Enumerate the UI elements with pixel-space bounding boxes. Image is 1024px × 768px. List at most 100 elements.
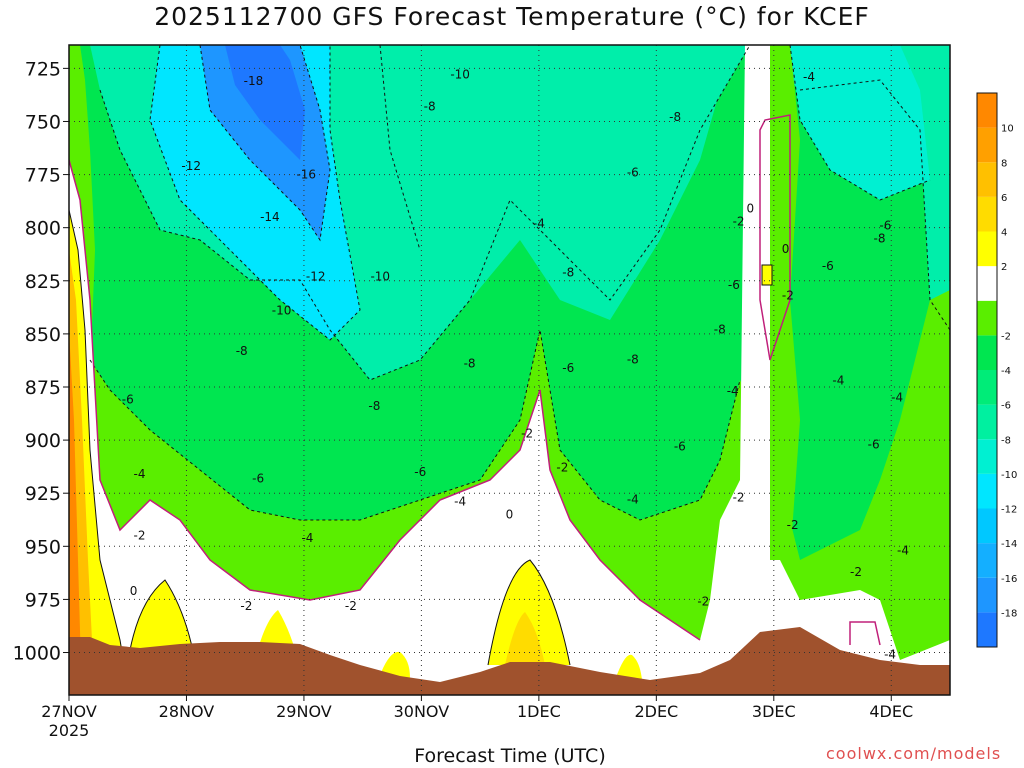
contour-line	[89, 329, 741, 521]
contour-label: -10	[450, 68, 470, 82]
colorbar-segment	[977, 543, 997, 578]
contour-label: -6	[627, 165, 639, 179]
contour-label: -4	[301, 531, 313, 545]
warm-contour-lines	[69, 209, 571, 695]
contour-label: -14	[260, 210, 280, 224]
zero-contour	[69, 159, 701, 641]
contour-label: -4	[133, 467, 145, 481]
colorbar-segment	[977, 231, 997, 267]
contour-line	[199, 45, 331, 242]
warm-contour	[129, 579, 196, 661]
colorbar-label: -16	[1001, 574, 1017, 585]
colorbar-segment	[977, 266, 997, 301]
colorbar-segment	[977, 93, 997, 128]
contour-label: -4	[832, 374, 844, 388]
colorbar-label: 2	[1001, 262, 1007, 273]
y-tick-label: 725	[25, 58, 61, 80]
colorbar-label: -10	[1001, 470, 1017, 481]
contour-label: -8	[627, 352, 639, 366]
watermark: coolwx.com/models	[826, 744, 1002, 763]
contour-label: -4	[897, 544, 909, 558]
colorbar-segment	[977, 370, 997, 405]
contour-label: -2	[556, 461, 568, 475]
colorbar-segment	[977, 508, 997, 544]
contour-label: -4	[533, 216, 545, 230]
contour-label: -2	[850, 565, 862, 579]
colorbar-segment	[977, 473, 997, 509]
contour-label: -4	[454, 495, 466, 509]
grid	[69, 45, 950, 695]
contour-label: -4	[803, 70, 815, 84]
fill-region-warm-bubble-4	[488, 560, 570, 665]
x-tick-label: 3DEC	[752, 702, 796, 721]
fill-region-warm-bubble-6	[615, 654, 642, 680]
colorbar-segment	[977, 300, 997, 336]
contour-label: 0	[746, 202, 754, 216]
colorbar-segment	[977, 577, 997, 613]
contour-label: -8	[368, 399, 380, 413]
warm-contour	[69, 209, 130, 695]
plot-area: -18 -16 -14 -12 -12 -10 -10 -10 -8 -8 -8 -8 -8 -8 -8 -8…	[69, 45, 950, 695]
contour-labels: -18 -16 -14 -12 -12 -10 -10 -10 -8 -8 -8 -8 -8 -8 -8 -8…	[122, 68, 909, 662]
contour-label: -8	[424, 100, 436, 114]
contour-label: -2	[733, 214, 745, 228]
colorbar-label: -18	[1001, 608, 1017, 619]
contour-label: -8	[714, 323, 726, 337]
x-tick-label: 28NOV	[159, 702, 215, 721]
y-tick-label: 975	[25, 589, 61, 611]
warm-contour	[487, 559, 571, 666]
contour-label: -2	[133, 529, 145, 543]
contour-label: -2	[697, 595, 709, 609]
contour-label: -10	[370, 270, 390, 284]
y-tick-label: 775	[25, 165, 61, 187]
fill-region-near-zero	[69, 45, 950, 695]
fill-region-cold-upper-right	[790, 45, 930, 200]
colorbar-label: 4	[1001, 228, 1007, 239]
colorbar-segment	[977, 196, 997, 232]
fill-region-warmest-left	[69, 330, 82, 695]
contour-label: 0	[782, 242, 790, 256]
contour-label: -8	[874, 231, 886, 245]
contour-label: 0	[506, 507, 514, 521]
y-tick-label: 850	[25, 324, 61, 346]
contour-line	[799, 79, 950, 331]
y-tick-label: 800	[25, 218, 61, 240]
colorbar-segment	[977, 404, 997, 440]
colorbar-label: 10	[1001, 124, 1014, 135]
contour-line	[789, 45, 931, 201]
x-tick-label: 27NOV	[41, 702, 97, 721]
contour-label: -8	[669, 110, 681, 124]
contour-label: -6	[122, 393, 134, 407]
y-tick-label: 825	[25, 271, 61, 293]
colorbar-label: 8	[1001, 158, 1007, 169]
colorbar-label: -12	[1001, 505, 1017, 516]
contour-label: 0	[130, 584, 138, 598]
contour-label: -6	[252, 471, 264, 485]
contour-label: -4	[891, 391, 903, 405]
terrain-surface	[69, 627, 950, 695]
fill-region-cold-mid	[380, 45, 740, 320]
colorbar-segment	[977, 127, 997, 163]
contour-label: -12	[306, 270, 326, 284]
colorbar-label: -6	[1001, 401, 1011, 412]
y-tick-label: 750	[25, 111, 61, 133]
x-tick-label: 4DEC	[869, 702, 913, 721]
colorbar-segment	[977, 612, 997, 647]
contour-label: -4	[627, 493, 639, 507]
contour-label: -2	[521, 427, 533, 441]
colorbar-label: -8	[1001, 435, 1011, 446]
contour-label: -18	[244, 74, 264, 88]
fill-region-core-dark	[225, 45, 305, 160]
fill-region-warm-spot	[761, 264, 773, 286]
contour-label: -2	[787, 518, 799, 532]
x-axis-label: Forecast Time (UTC)	[414, 745, 606, 767]
x-tick-label: 30NOV	[394, 702, 450, 721]
fill-region-warm-bubble-1	[130, 580, 195, 660]
contour-label: -6	[822, 259, 834, 273]
y-tick-label: 950	[25, 536, 61, 558]
contour-label: -6	[879, 219, 891, 233]
zero-contour-lines	[69, 114, 881, 646]
colorbar-segment	[977, 335, 997, 370]
fill-region-warm-bubble-3	[380, 651, 410, 678]
